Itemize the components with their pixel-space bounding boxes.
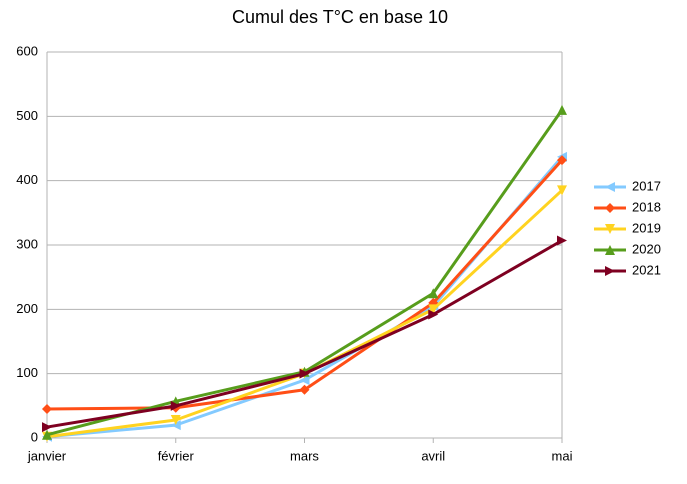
y-tick-label: 0 [31,429,38,444]
marker [299,375,310,386]
legend-marker [605,245,615,255]
legend-marker [605,224,615,234]
marker [557,235,567,246]
x-tick-label: mars [290,448,319,463]
legend-label: 2017 [632,178,661,193]
legend-marker [605,203,615,213]
marker [170,400,181,411]
chart-title: Cumul des T°C en base 10 [232,7,448,27]
x-tick-label: février [158,448,195,463]
y-tick-label: 400 [16,172,38,187]
legend-marker [605,266,615,276]
legend-label: 2018 [632,199,661,214]
y-tick-label: 300 [16,236,38,251]
marker [299,384,310,395]
legend-label: 2019 [632,220,661,235]
marker [428,309,439,320]
y-tick-label: 500 [16,108,38,123]
y-tick-label: 200 [16,301,38,316]
x-tick-label: janvier [27,448,67,463]
marker [557,185,567,196]
marker [428,304,439,315]
marker [42,429,52,440]
series-line [46,189,564,439]
legend-marker [605,182,615,192]
series-line [46,239,563,429]
marker [170,414,181,425]
y-tick-label: 600 [16,43,38,58]
x-tick-label: mai [552,448,573,463]
marker [299,368,310,379]
marker [557,104,567,115]
marker [170,420,181,431]
legend-label: 2020 [632,241,661,256]
legend-label: 2021 [632,262,661,277]
marker [42,404,52,415]
marker [428,288,439,299]
marker [557,155,567,166]
marker [42,422,52,433]
y-tick-label: 100 [16,365,38,380]
x-tick-label: avril [421,448,445,463]
